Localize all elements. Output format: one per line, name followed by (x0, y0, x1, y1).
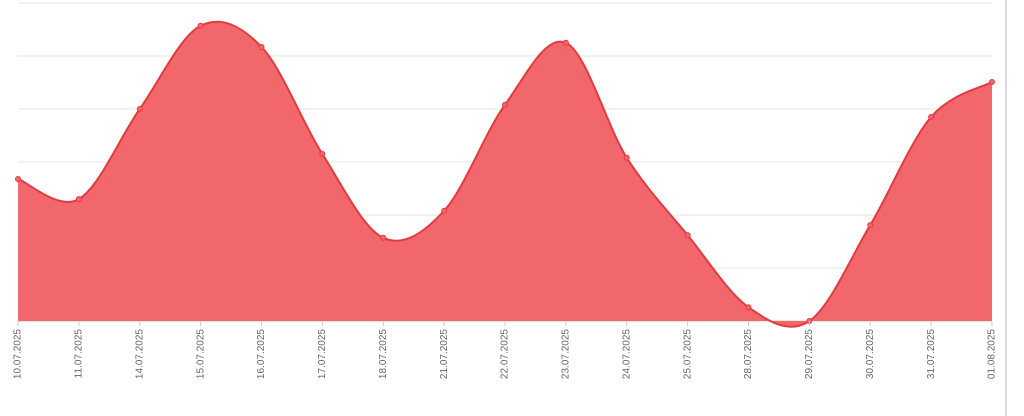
point (380, 234, 387, 241)
x-tick-label: 21.07.2025 (439, 329, 450, 379)
x-tick-label: 28.07.2025 (743, 329, 754, 379)
x-tick-label: 30.07.2025 (865, 329, 876, 379)
point (258, 43, 265, 50)
area (18, 21, 992, 327)
x-tick-label: 14.07.2025 (134, 329, 145, 379)
x-tick-label: 25.07.2025 (682, 329, 693, 379)
x-tick-label: 16.07.2025 (256, 329, 267, 379)
x-tick-label: 29.07.2025 (804, 329, 815, 379)
point (562, 39, 569, 46)
point (197, 22, 204, 29)
x-tick-label: 11.07.2025 (74, 329, 85, 379)
point (623, 154, 630, 161)
point (319, 151, 326, 158)
x-tick-label: 10.07.2025 (13, 329, 24, 379)
x-tick-label: 18.07.2025 (378, 329, 389, 379)
point (745, 304, 752, 311)
point (75, 196, 82, 203)
x-tick-label: 24.07.2025 (621, 329, 632, 379)
x-tick-label: 15.07.2025 (195, 329, 206, 379)
x-tick-label: 22.07.2025 (500, 329, 511, 379)
point (928, 113, 935, 120)
x-tick-label: 17.07.2025 (317, 329, 328, 379)
point (15, 175, 21, 182)
x-tick-label: 01.08.2025 (987, 329, 998, 379)
point (502, 101, 508, 108)
point (684, 232, 691, 239)
x-tick-label: 31.07.2025 (926, 329, 937, 379)
point (441, 207, 448, 214)
x-tick-label: 23.07.2025 (561, 329, 572, 379)
point (867, 222, 874, 229)
point (136, 106, 143, 112)
point (989, 78, 995, 85)
